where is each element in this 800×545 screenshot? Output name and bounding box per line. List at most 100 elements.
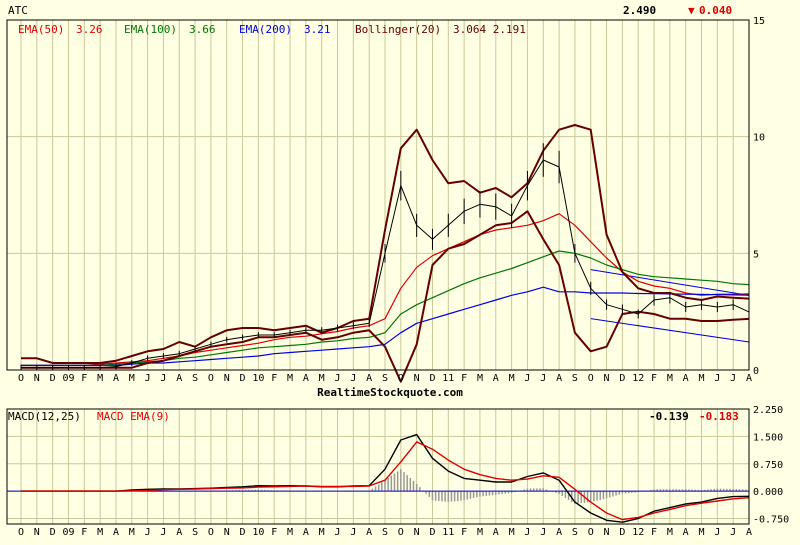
x-tick-label: F <box>651 527 657 538</box>
x-tick-label: D <box>50 527 56 538</box>
y-tick-label: 15 <box>753 16 765 27</box>
x-tick-label: J <box>730 527 736 538</box>
macd-series <box>7 433 750 523</box>
x-tick-label: S <box>192 373 198 384</box>
x-tick-label: M <box>287 527 293 538</box>
x-tick-label: J <box>730 373 736 384</box>
x-tick-label: 12 <box>632 373 644 384</box>
x-tick-label: J <box>145 373 151 384</box>
x-tick-label: M <box>699 373 705 384</box>
down-arrow-icon: ▼ <box>688 4 695 17</box>
x-tick-label: F <box>81 373 87 384</box>
x-tick-label: J <box>160 373 166 384</box>
x-tick-label: N <box>414 373 420 384</box>
legend-ema200-value: 3.21 <box>304 23 331 36</box>
x-tick-label: F <box>81 527 87 538</box>
x-tick-label: J <box>714 527 720 538</box>
x-tick-label: N <box>604 373 610 384</box>
x-tick-label: A <box>303 527 309 538</box>
x-tick-label: A <box>366 527 372 538</box>
legend-macd-ema-label: MACD EMA(9) <box>97 410 170 423</box>
x-tick-label: 11 <box>442 527 454 538</box>
x-tick-label: J <box>335 527 341 538</box>
y-tick-label: 10 <box>753 133 765 144</box>
legend-ema200-label: EMA(200) <box>239 23 292 36</box>
price-change: 0.040 <box>699 4 732 17</box>
x-tick-label: M <box>509 527 515 538</box>
price-series <box>20 124 750 383</box>
x-tick-label: A <box>746 373 752 384</box>
x-tick-label: J <box>145 527 151 538</box>
x-tick-label: F <box>461 527 467 538</box>
x-tick-label: O <box>208 373 214 384</box>
watermark: RealtimeStockquote.com <box>317 386 463 399</box>
x-tick-label: A <box>746 527 752 538</box>
y-tick-label: 0 <box>753 366 759 377</box>
legend-ema50-value: 3.26 <box>76 23 103 36</box>
series-line <box>21 286 750 366</box>
price-y-ticks: 0 5 10 15 <box>753 16 765 377</box>
last-price: 2.490 <box>623 4 656 17</box>
legend-macd-label: MACD(12,25) <box>8 410 81 423</box>
x-tick-label: M <box>477 373 483 384</box>
x-tick-label: A <box>113 373 119 384</box>
x-tick-label: D <box>619 527 625 538</box>
x-tick-label: O <box>18 527 24 538</box>
series-line <box>21 210 750 383</box>
x-tick-label: N <box>34 373 40 384</box>
x-tick-label: A <box>176 373 182 384</box>
x-tick-label: D <box>429 373 435 384</box>
y-tick-label: 0.000 <box>753 487 783 498</box>
series-line <box>21 441 750 521</box>
macd-panel-frame <box>6 408 750 525</box>
x-tick-label: A <box>176 527 182 538</box>
x-tick-label: M <box>667 527 673 538</box>
x-tick-label: A <box>683 527 689 538</box>
x-tick-label: A <box>303 373 309 384</box>
x-tick-label: A <box>556 373 562 384</box>
x-tick-label: A <box>493 527 499 538</box>
x-tick-label: F <box>461 373 467 384</box>
series-line <box>21 433 750 523</box>
x-tick-label: M <box>477 527 483 538</box>
legend-bollinger-label: Bollinger(20) <box>355 23 441 36</box>
x-tick-label: S <box>382 527 388 538</box>
x-tick-label: M <box>97 527 103 538</box>
y-tick-label: 0.750 <box>753 460 783 471</box>
x-tick-label: A <box>556 527 562 538</box>
macd-legend: MACD(12,25) MACD EMA(9) -0.139 -0.183 <box>8 410 739 423</box>
x-tick-label: M <box>319 527 325 538</box>
x-tick-label: 09 <box>62 527 74 538</box>
x-tick-label: N <box>604 527 610 538</box>
x-tick-label: M <box>97 373 103 384</box>
x-tick-label: A <box>683 373 689 384</box>
x-tick-label: F <box>271 373 277 384</box>
series-line <box>21 250 750 366</box>
x-tick-label: S <box>382 373 388 384</box>
x-tick-label: O <box>398 527 404 538</box>
price-legend: EMA(50) 3.26 EMA(100) 3.66 EMA(200) 3.21… <box>18 23 526 36</box>
x-tick-label: O <box>398 373 404 384</box>
x-tick-label: O <box>18 373 24 384</box>
x-tick-label: M <box>129 527 135 538</box>
x-tick-label: O <box>208 527 214 538</box>
x-tick-label: J <box>160 527 166 538</box>
x-tick-label: D <box>429 527 435 538</box>
x-tick-label: N <box>34 527 40 538</box>
x-tick-label: A <box>493 373 499 384</box>
x-tick-label: 10 <box>252 373 264 384</box>
x-tick-label: A <box>113 527 119 538</box>
x-tick-label: J <box>524 373 530 384</box>
x-tick-label: N <box>224 527 230 538</box>
macd-x-ticks: O N D 09 F M A M J J A S O N D 10 F M A M J J A S O N D 11 F M A M J J A S O… <box>18 527 752 538</box>
x-tick-label: S <box>192 527 198 538</box>
x-tick-label: N <box>414 527 420 538</box>
x-tick-label: O <box>588 527 594 538</box>
x-tick-label: O <box>588 373 594 384</box>
legend-ema50-label: EMA(50) <box>18 23 64 36</box>
symbol-label: ATC <box>8 4 28 17</box>
x-tick-label: J <box>714 373 720 384</box>
x-tick-label: S <box>572 527 578 538</box>
legend-ema100-label: EMA(100) <box>124 23 177 36</box>
legend-macd-ema-value: -0.183 <box>699 410 739 423</box>
